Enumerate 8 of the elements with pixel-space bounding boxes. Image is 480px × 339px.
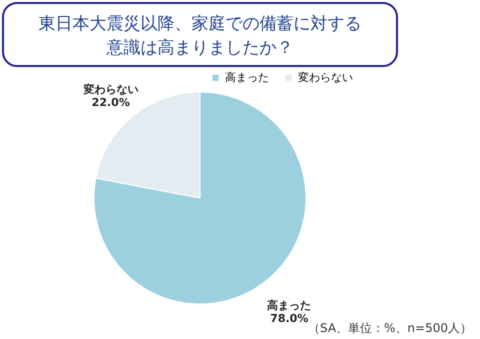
data-label: 22.0% [92, 96, 130, 110]
chart-title: 東日本大震災以降、家庭での備蓄に対する意識は高まりましたか？ [38, 14, 362, 58]
text: （SA、単位：%、n=500人） [308, 321, 472, 335]
slice-label: 高まった [267, 298, 312, 312]
legend-label: 変わらない [298, 70, 353, 84]
slice-label: 変わらない [82, 83, 138, 96]
data-label: 78.0% [270, 312, 308, 325]
legend-label: 高まった [225, 70, 269, 84]
